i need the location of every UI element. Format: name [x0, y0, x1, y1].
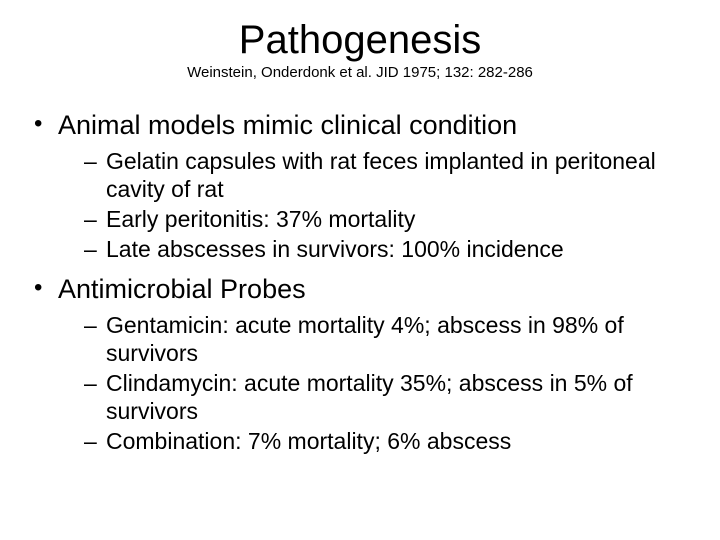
list-item: Gentamicin: acute mortality 4%; abscess … [58, 311, 690, 367]
sub-list: Gentamicin: acute mortality 4%; abscess … [58, 311, 690, 455]
slide-title: Pathogenesis [30, 18, 690, 62]
citation-text: Weinstein, Onderdonk et al. JID 1975; 13… [30, 64, 690, 81]
sub-bullet-text: Early peritonitis: 37% mortality [106, 206, 415, 232]
slide: Pathogenesis Weinstein, Onderdonk et al.… [0, 0, 720, 540]
bullet-text: Animal models mimic clinical condition [58, 110, 517, 140]
sub-list: Gelatin capsules with rat feces implante… [58, 147, 690, 263]
list-item: Clindamycin: acute mortality 35%; absces… [58, 369, 690, 425]
bullet-list: Animal models mimic clinical condition G… [30, 109, 690, 455]
list-item: Late abscesses in survivors: 100% incide… [58, 235, 690, 263]
list-item: Combination: 7% mortality; 6% abscess [58, 427, 690, 455]
sub-bullet-text: Gentamicin: acute mortality 4%; abscess … [106, 312, 624, 366]
list-item: Gelatin capsules with rat feces implante… [58, 147, 690, 203]
sub-bullet-text: Combination: 7% mortality; 6% abscess [106, 428, 511, 454]
bullet-text: Antimicrobial Probes [58, 274, 306, 304]
list-item: Animal models mimic clinical condition G… [30, 109, 690, 263]
list-item: Early peritonitis: 37% mortality [58, 205, 690, 233]
sub-bullet-text: Late abscesses in survivors: 100% incide… [106, 236, 564, 262]
sub-bullet-text: Clindamycin: acute mortality 35%; absces… [106, 370, 633, 424]
sub-bullet-text: Gelatin capsules with rat feces implante… [106, 148, 656, 202]
list-item: Antimicrobial Probes Gentamicin: acute m… [30, 273, 690, 455]
